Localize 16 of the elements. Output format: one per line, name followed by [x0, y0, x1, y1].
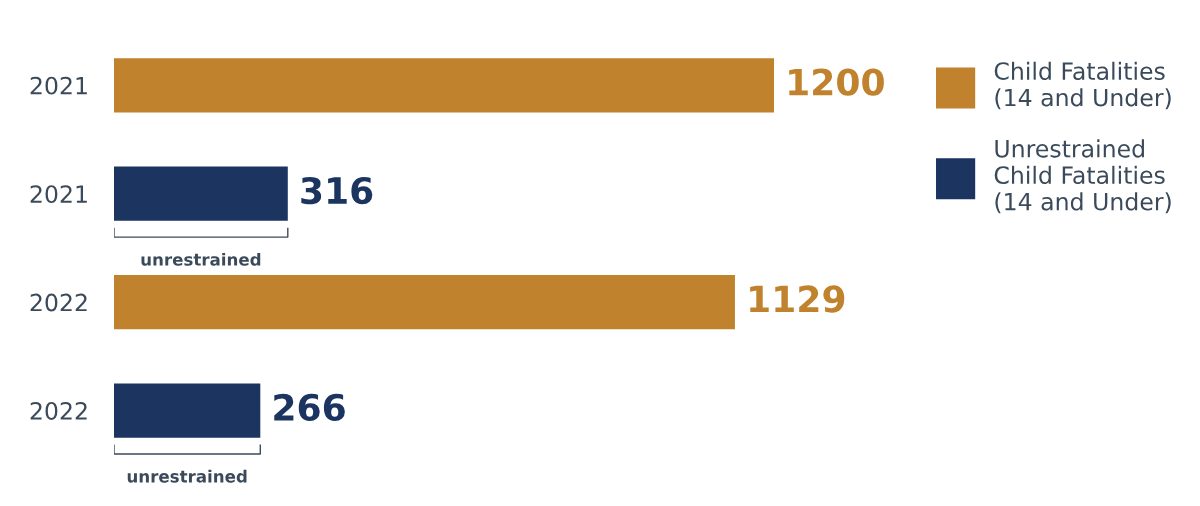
text: unrestrained	[127, 469, 247, 483]
y-tick-label: 2022	[30, 293, 87, 312]
legend-label: Child Fatalities (14 and Under)	[994, 61, 1171, 110]
bar	[114, 383, 261, 438]
annotation: unrestrained	[141, 252, 261, 266]
data-label: 266	[274, 393, 345, 422]
y-tick-label: 2022	[30, 402, 87, 420]
data-label: 316	[301, 176, 373, 205]
bar	[114, 166, 288, 221]
bar	[114, 275, 735, 330]
data-label: 1200	[789, 68, 884, 96]
y-tick-label: 2021	[30, 185, 87, 204]
data-label: 1129	[750, 285, 845, 313]
legend-label: Unrestrained Child Fatalities (14 and Under)	[994, 139, 1171, 214]
y-tick-label: 2021	[30, 76, 87, 95]
bar	[114, 58, 774, 113]
